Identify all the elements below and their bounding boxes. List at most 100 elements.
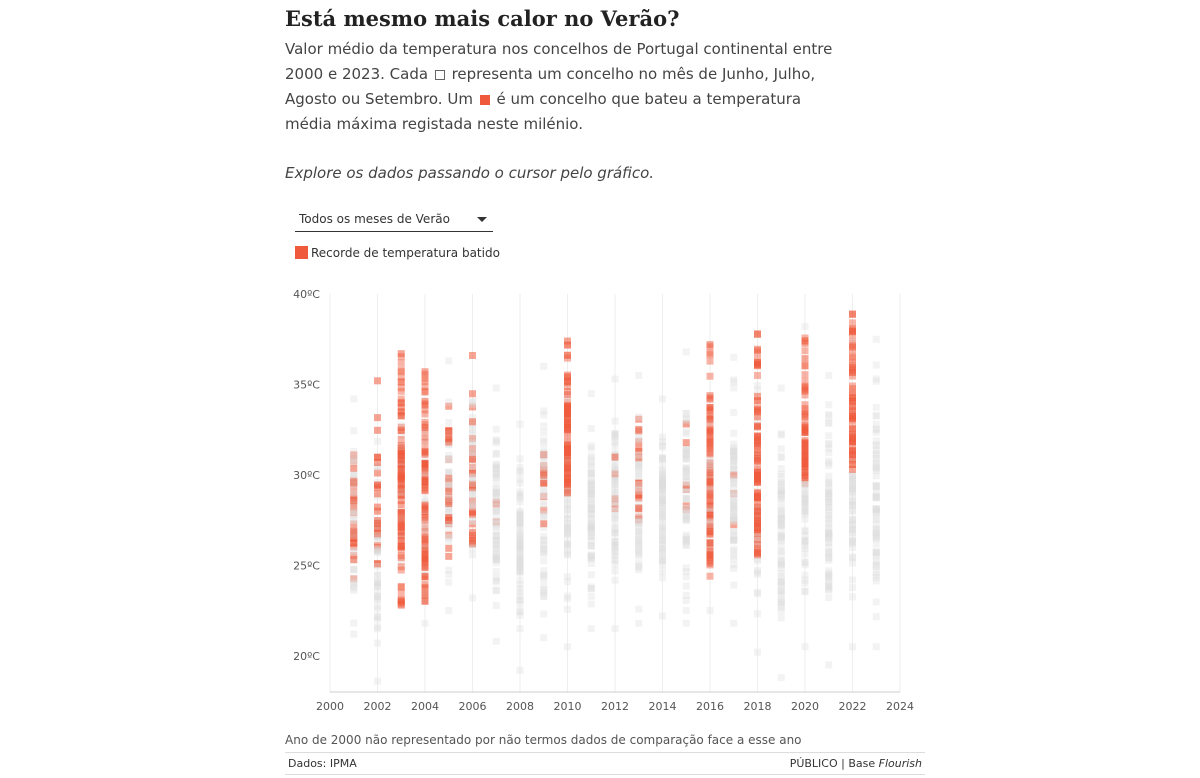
data-point bbox=[777, 533, 785, 541]
data-point bbox=[611, 541, 619, 549]
data-point bbox=[587, 490, 595, 498]
data-point bbox=[872, 525, 880, 533]
data-point bbox=[611, 529, 619, 537]
data-point bbox=[516, 608, 524, 616]
data-point bbox=[421, 437, 429, 445]
record-point bbox=[397, 473, 405, 481]
data-point bbox=[516, 518, 524, 526]
data-point bbox=[777, 523, 785, 531]
data-point bbox=[374, 582, 381, 590]
temperature-chart[interactable]: 2000 2002 2004 2006 2008 2010 2012 2014 2016 2018… bbox=[285, 282, 925, 722]
data-point bbox=[825, 554, 833, 562]
data-point bbox=[849, 472, 856, 480]
data-point bbox=[777, 516, 785, 524]
data-point bbox=[730, 452, 738, 460]
data-point bbox=[825, 582, 833, 590]
data-point bbox=[635, 552, 643, 560]
data-point bbox=[611, 488, 619, 496]
data-point bbox=[516, 568, 524, 576]
data-point bbox=[492, 577, 500, 585]
data-point bbox=[872, 560, 880, 568]
data-point bbox=[540, 492, 548, 500]
data-point bbox=[587, 504, 595, 512]
data-point bbox=[730, 528, 738, 536]
data-point bbox=[872, 525, 880, 533]
record-point bbox=[564, 443, 571, 451]
data-point bbox=[445, 578, 453, 586]
data-point bbox=[492, 532, 500, 540]
record-point bbox=[801, 413, 809, 421]
record-point bbox=[421, 383, 429, 391]
data-point bbox=[469, 439, 476, 447]
credit: PÚBLICO | Base Flourish bbox=[790, 757, 922, 770]
data-point bbox=[492, 437, 500, 445]
record-point bbox=[397, 435, 405, 443]
data-point bbox=[350, 489, 358, 497]
data-point bbox=[730, 506, 738, 514]
record-point bbox=[397, 542, 405, 550]
data-point bbox=[849, 508, 856, 516]
record-point bbox=[421, 554, 429, 562]
data-point bbox=[706, 504, 714, 512]
data-point bbox=[659, 481, 666, 489]
record-point bbox=[397, 423, 405, 431]
data-point bbox=[421, 543, 429, 551]
record-point bbox=[421, 516, 429, 524]
data-point bbox=[730, 512, 738, 520]
data-point bbox=[682, 494, 690, 502]
data-point bbox=[825, 574, 833, 582]
data-point bbox=[469, 475, 476, 483]
data-point bbox=[682, 468, 690, 476]
data-point bbox=[849, 486, 856, 494]
data-point bbox=[825, 548, 833, 556]
data-point bbox=[492, 538, 500, 546]
data-point bbox=[492, 464, 500, 472]
data-point bbox=[801, 510, 809, 518]
data-point bbox=[611, 548, 619, 556]
record-point bbox=[706, 341, 714, 349]
record-point bbox=[849, 319, 856, 327]
data-point bbox=[445, 477, 453, 485]
record-point bbox=[754, 488, 761, 496]
data-point bbox=[730, 376, 738, 384]
record-point bbox=[469, 403, 476, 411]
data-point bbox=[682, 536, 690, 544]
record-point bbox=[754, 478, 761, 486]
data-point bbox=[492, 488, 500, 496]
data-point bbox=[516, 561, 524, 569]
data-point bbox=[516, 512, 524, 520]
record-point bbox=[801, 428, 809, 436]
data-point bbox=[777, 578, 785, 586]
month-filter-dropdown[interactable]: Todos os meses de Verão bbox=[295, 207, 493, 232]
data-point bbox=[540, 511, 548, 519]
record-point bbox=[421, 534, 429, 542]
data-point bbox=[635, 475, 643, 483]
data-point bbox=[587, 442, 595, 450]
record-point bbox=[611, 505, 619, 513]
data-point bbox=[872, 488, 880, 496]
data-point bbox=[492, 523, 500, 531]
data-point bbox=[872, 442, 880, 450]
record-point bbox=[374, 507, 381, 515]
record-point bbox=[564, 452, 571, 460]
data-point bbox=[492, 637, 500, 645]
data-point bbox=[872, 441, 880, 449]
data-point bbox=[611, 430, 619, 438]
record-point bbox=[564, 378, 571, 386]
data-point bbox=[825, 534, 833, 542]
data-point bbox=[540, 455, 548, 463]
record-point bbox=[849, 364, 856, 372]
data-point bbox=[872, 508, 880, 516]
record-point bbox=[849, 366, 856, 374]
record-point bbox=[706, 349, 714, 357]
data-point bbox=[659, 476, 666, 484]
record-point bbox=[564, 429, 571, 437]
data-point bbox=[350, 579, 358, 587]
data-point bbox=[777, 522, 785, 530]
record-point bbox=[445, 435, 453, 443]
data-point bbox=[754, 505, 761, 513]
data-point bbox=[754, 509, 761, 517]
data-point bbox=[587, 519, 595, 527]
record-point bbox=[374, 483, 381, 491]
data-point bbox=[611, 461, 619, 469]
